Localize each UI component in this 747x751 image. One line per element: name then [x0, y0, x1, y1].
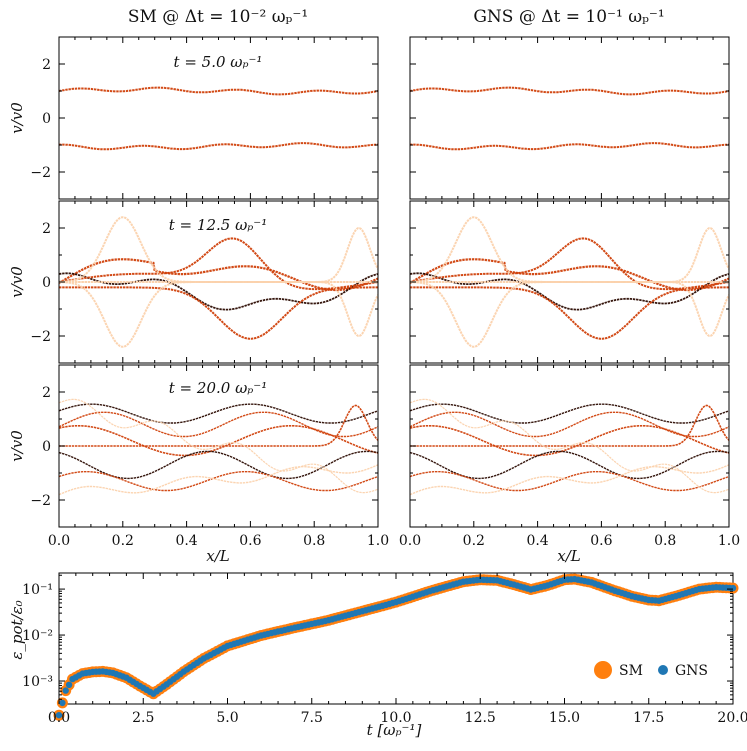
panel-gns-t5-density: [410, 86, 729, 151]
xtick-label: 0.8: [654, 533, 676, 549]
energy-legend: SM GNS: [594, 661, 708, 679]
energy-ytick-label: 10⁻³: [22, 674, 53, 690]
panel-gns-t20-stream-7: [410, 398, 729, 494]
column-title-sm: SM @ Δt = 10⁻² ωₚ⁻¹: [128, 7, 308, 27]
panel-gns-t12.5-stream-4: [410, 216, 729, 283]
panel-sm-t12.5-stream-5: [59, 281, 378, 348]
energy-point-gns: [59, 699, 66, 707]
panel-gns-t5-frame: [409, 36, 730, 200]
energy-xtick-label: 15.0: [549, 710, 580, 726]
panel-sm-t20-stream-0: [59, 403, 378, 424]
ytick-label: 0: [42, 439, 51, 455]
panel-gns-t12.5-stream-7: [410, 281, 729, 337]
panel-gns-t20-stream-0: [410, 403, 729, 424]
xtick-label: 1.0: [718, 533, 740, 549]
panel-sm-t12.5-density: [59, 216, 378, 348]
panel-sm-t5-stream-0: [59, 86, 378, 96]
time-label-row-1: t = 5.0 ωₚ⁻¹: [174, 53, 263, 71]
panel-gns-t12.5-stream-3: [410, 286, 729, 340]
xtick-label: 0.8: [303, 533, 325, 549]
xtick-label: 0.2: [463, 533, 485, 549]
panel-gns-t20-stream-6: [410, 404, 729, 447]
xtick-label: 0.4: [526, 533, 548, 549]
legend-label-gns: GNS: [675, 663, 708, 679]
panel-sm-t20-stream-5: [59, 464, 378, 496]
energy-xtick-label: 2.5: [132, 710, 154, 726]
panel-gns-t20-stream-3: [410, 450, 729, 480]
xtick-label: 0.2: [112, 533, 134, 549]
ytick-label: 2: [42, 221, 51, 237]
energy-xtick-label: 20.0: [717, 710, 747, 726]
legend-label-sm: SM: [619, 663, 643, 679]
x-axis-label-right: x/L: [557, 547, 581, 565]
legend-marker-sm: [594, 661, 612, 679]
energy-ytick-label: 10⁻²: [22, 628, 53, 644]
panel-sm-t20-stream-4: [59, 471, 378, 492]
energy-xtick-label: 17.5: [633, 710, 664, 726]
panel-gns-t12.5-stream-5: [410, 281, 729, 348]
panel-gns-t5-stream-1: [410, 142, 729, 151]
energy-xtick-label: 0.0: [48, 710, 70, 726]
ytick-label: −2: [30, 329, 51, 345]
energy-series-gns: [55, 575, 737, 719]
time-label-row-3: t = 20.0 ωₚ⁻¹: [169, 379, 267, 397]
ytick-label: 0: [42, 111, 51, 127]
panel-sm-t20-stream-2: [59, 425, 378, 457]
panel-sm-t20-stream-6: [59, 404, 378, 447]
ytick-label: −2: [30, 493, 51, 509]
panel-sm-t12.5-stream-2: [59, 237, 378, 291]
energy-y-axis-label: ε_pot/ε₀: [8, 600, 26, 659]
panel-gns-t12.5-stream-1: [410, 272, 729, 311]
panel-gns-t12.5-density: [410, 216, 729, 348]
xtick-label: 0.0: [48, 533, 70, 549]
panel-sm-t5-stream-1: [59, 142, 378, 151]
panel-sm-t12.5-stream-3: [59, 286, 378, 340]
xtick-label: 1.0: [367, 533, 389, 549]
energy-point-gns: [729, 584, 737, 592]
energy-xtick-label: 10.0: [380, 710, 411, 726]
legend-marker-gns: [658, 665, 668, 675]
panel-gns-t20-stream-5: [410, 464, 729, 496]
panel-sm-t5-density: [59, 86, 378, 151]
xtick-label: 0.4: [175, 533, 197, 549]
y-axis-label-row-2: v/v0: [8, 266, 26, 298]
time-label-row-2: t = 12.5 ωₚ⁻¹: [169, 216, 267, 234]
panel-sm-t20-stream-7: [59, 398, 378, 494]
energy-xtick-label: 12.5: [465, 710, 496, 726]
ytick-label: 2: [42, 385, 51, 401]
energy-xtick-label: 5.0: [216, 710, 238, 726]
panel-gns-t20-density: [410, 398, 729, 496]
ytick-label: 2: [42, 57, 51, 73]
xtick-label: 0.6: [590, 533, 612, 549]
panel-gns-t12.5-stream-2: [410, 237, 729, 291]
ytick-label: −2: [30, 165, 51, 181]
panel-gns-t20-stream-4: [410, 471, 729, 492]
energy-ytick-label: 10⁻¹: [22, 582, 53, 598]
panel-sm-t20-stream-1: [59, 411, 378, 438]
energy-point-gns: [65, 681, 73, 688]
y-axis-label-row-3: v/v0: [8, 430, 26, 462]
panel-gns-t20-stream-1: [410, 411, 729, 438]
energy-x-axis-label: t [ωₚ⁻¹]: [367, 721, 422, 739]
panel-sm-t12.5-stream-7: [59, 281, 378, 337]
panel-sm-t20-density: [59, 398, 378, 496]
y-axis-label-row-1: v/v0: [8, 102, 26, 134]
ytick-label: 0: [42, 275, 51, 291]
column-title-gns: GNS @ Δt = 10⁻¹ ωₚ⁻¹: [473, 7, 664, 27]
panel-gns-t5-stream-0: [410, 86, 729, 96]
panel-sm-t12.5-stream-1: [59, 272, 378, 311]
energy-point-gns: [62, 687, 69, 694]
x-axis-label-left: x/L: [206, 547, 230, 565]
panel-sm-t20-stream-3: [59, 450, 378, 480]
xtick-label: 0.0: [399, 533, 421, 549]
xtick-label: 0.6: [239, 533, 261, 549]
energy-point-gns: [55, 712, 63, 719]
panel-gns-t20-stream-2: [410, 425, 729, 457]
energy-xtick-label: 7.5: [301, 710, 323, 726]
